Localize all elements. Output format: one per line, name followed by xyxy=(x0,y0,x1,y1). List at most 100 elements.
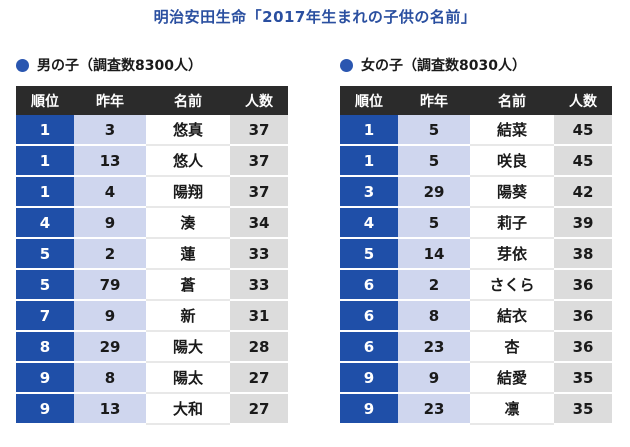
rank-cell: 4 xyxy=(340,207,398,239)
rank-cell: 5 xyxy=(16,238,74,270)
name-cell: 芽依 xyxy=(470,238,554,270)
column-header-count: 人数 xyxy=(230,86,288,115)
count-cell: 37 xyxy=(230,176,288,208)
table-header-row: 順位 昨年 名前 人数 xyxy=(16,86,288,115)
name-cell: さくら xyxy=(470,269,554,301)
table-row: 5 2 蓮 33 xyxy=(16,238,288,270)
rank-cell: 6 xyxy=(340,300,398,332)
rank-cell: 9 xyxy=(340,393,398,425)
last-year-cell: 8 xyxy=(74,362,146,394)
count-cell: 37 xyxy=(230,115,288,146)
last-year-cell: 79 xyxy=(74,269,146,301)
column-header-rank: 順位 xyxy=(16,86,74,115)
rank-cell: 1 xyxy=(340,115,398,146)
name-cell: 陽翔 xyxy=(146,176,230,208)
rank-cell: 5 xyxy=(340,238,398,270)
count-cell: 39 xyxy=(554,207,612,239)
name-cell: 凛 xyxy=(470,393,554,425)
bullet-dot-icon xyxy=(16,58,29,72)
name-cell: 蓮 xyxy=(146,238,230,270)
girls-table: 順位 昨年 名前 人数 1 5 結菜 45 1 5 咲良 45 3 29 陽葵 42 4 5 莉子 39 5 14… xyxy=(340,86,612,425)
table-row: 9 8 陽太 27 xyxy=(16,362,288,394)
table-row: 4 5 莉子 39 xyxy=(340,207,612,239)
column-header-name: 名前 xyxy=(470,86,554,115)
girls-table-body: 1 5 結菜 45 1 5 咲良 45 3 29 陽葵 42 4 5 莉子 39 5 14 芽依 38 6 2 さくら 36 6… xyxy=(340,115,612,425)
name-cell: 大和 xyxy=(146,393,230,425)
count-cell: 27 xyxy=(230,362,288,394)
table-row: 1 13 悠人 37 xyxy=(16,145,288,177)
table-row: 6 2 さくら 36 xyxy=(340,269,612,301)
column-header-count: 人数 xyxy=(554,86,612,115)
column-header-last-year: 昨年 xyxy=(398,86,470,115)
name-cell: 咲良 xyxy=(470,145,554,177)
rank-cell: 7 xyxy=(16,300,74,332)
last-year-cell: 9 xyxy=(74,300,146,332)
rank-cell: 9 xyxy=(16,362,74,394)
name-cell: 莉子 xyxy=(470,207,554,239)
table-row: 9 9 結愛 35 xyxy=(340,362,612,394)
last-year-cell: 8 xyxy=(398,300,470,332)
boys-table-body: 1 3 悠真 37 1 13 悠人 37 1 4 陽翔 37 4 9 湊 34 5 2 蓮 33 5 79 蒼 33 7 9 新 31… xyxy=(16,115,288,425)
name-cell: 悠人 xyxy=(146,145,230,177)
name-cell: 湊 xyxy=(146,207,230,239)
count-cell: 36 xyxy=(554,269,612,301)
rank-cell: 4 xyxy=(16,207,74,239)
count-cell: 36 xyxy=(554,300,612,332)
table-row: 7 9 新 31 xyxy=(16,300,288,332)
rank-cell: 5 xyxy=(16,269,74,301)
column-header-name: 名前 xyxy=(146,86,230,115)
table-row: 9 23 凛 35 xyxy=(340,393,612,425)
count-cell: 36 xyxy=(554,331,612,363)
last-year-cell: 5 xyxy=(398,145,470,177)
count-cell: 31 xyxy=(230,300,288,332)
table-row: 1 5 咲良 45 xyxy=(340,145,612,177)
table-row: 1 5 結菜 45 xyxy=(340,115,612,146)
name-cell: 杏 xyxy=(470,331,554,363)
rank-cell: 1 xyxy=(16,145,74,177)
last-year-cell: 14 xyxy=(398,238,470,270)
boys-table: 順位 昨年 名前 人数 1 3 悠真 37 1 13 悠人 37 1 4 陽翔 37 4 9 湊 34 5 2 蓮 3… xyxy=(16,86,288,425)
table-row: 4 9 湊 34 xyxy=(16,207,288,239)
rank-cell: 1 xyxy=(16,115,74,146)
name-cell: 結菜 xyxy=(470,115,554,146)
name-cell: 悠真 xyxy=(146,115,230,146)
last-year-cell: 2 xyxy=(398,269,470,301)
count-cell: 38 xyxy=(554,238,612,270)
last-year-cell: 5 xyxy=(398,115,470,146)
count-cell: 35 xyxy=(554,362,612,394)
girls-table-title: 女の子（調査数8030人） xyxy=(361,58,526,74)
girls-panel-header: 女の子（調査数8030人） xyxy=(340,50,612,80)
count-cell: 28 xyxy=(230,331,288,363)
chart-title: 明治安田生命「2017年生まれの子供の名前」 xyxy=(153,8,477,26)
name-cell: 新 xyxy=(146,300,230,332)
count-cell: 34 xyxy=(230,207,288,239)
name-cell: 陽葵 xyxy=(470,176,554,208)
table-row: 3 29 陽葵 42 xyxy=(340,176,612,208)
boys-panel-header: 男の子（調査数8300人） xyxy=(16,50,288,80)
last-year-cell: 3 xyxy=(74,115,146,146)
table-row: 5 79 蒼 33 xyxy=(16,269,288,301)
rank-cell: 9 xyxy=(16,393,74,425)
rank-cell: 6 xyxy=(340,331,398,363)
count-cell: 42 xyxy=(554,176,612,208)
table-row: 9 13 大和 27 xyxy=(16,393,288,425)
name-cell: 陽大 xyxy=(146,331,230,363)
rank-cell: 9 xyxy=(340,362,398,394)
count-cell: 45 xyxy=(554,115,612,146)
last-year-cell: 23 xyxy=(398,393,470,425)
column-header-last-year: 昨年 xyxy=(74,86,146,115)
table-row: 5 14 芽依 38 xyxy=(340,238,612,270)
name-cell: 結愛 xyxy=(470,362,554,394)
rank-cell: 6 xyxy=(340,269,398,301)
name-cell: 蒼 xyxy=(146,269,230,301)
table-row: 1 4 陽翔 37 xyxy=(16,176,288,208)
rank-cell: 1 xyxy=(16,176,74,208)
rank-cell: 8 xyxy=(16,331,74,363)
last-year-cell: 13 xyxy=(74,393,146,425)
last-year-cell: 4 xyxy=(74,176,146,208)
table-row: 6 8 結衣 36 xyxy=(340,300,612,332)
last-year-cell: 5 xyxy=(398,207,470,239)
last-year-cell: 2 xyxy=(74,238,146,270)
last-year-cell: 23 xyxy=(398,331,470,363)
count-cell: 33 xyxy=(230,238,288,270)
